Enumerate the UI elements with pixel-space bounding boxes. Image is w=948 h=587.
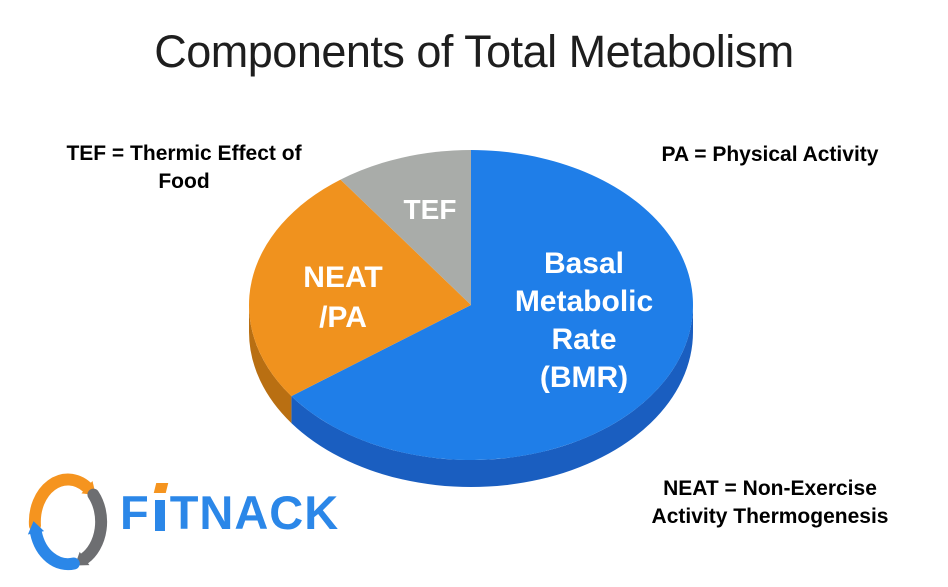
fitnack-logo: F TNACK [22, 462, 339, 578]
logo-i-stem [154, 499, 165, 531]
pie-slice-tef [340, 150, 471, 305]
pie-label-bmr: Basal Metabolic Rate (BMR) [514, 247, 654, 394]
logo-arrow-blue [30, 526, 80, 571]
pie-label-tef: TEF [403, 194, 457, 225]
logo-letter-f: F [120, 485, 150, 539]
fitnack-cycle-icon [27, 473, 108, 571]
pie-slice-bmr [291, 150, 693, 461]
logo-wordmark: F TNACK [120, 482, 339, 559]
pie-label-neat-pa: NEAT /PA [303, 261, 383, 334]
annotation-pa-definition: PA = Physical Activity [661, 143, 879, 166]
pie-slice-side-bmr [291, 305, 693, 488]
logo-arrow-orange [28, 473, 93, 532]
logo-arrowhead-blue [27, 521, 45, 535]
logo-letter-i [152, 482, 168, 531]
pie-slice-neat-pa [248, 179, 471, 397]
annotation-tef-definition: TEF = Thermic Effect of Food [66, 142, 302, 193]
logo-i-dot [153, 482, 168, 493]
chart-title: Components of Total Metabolism [154, 26, 794, 77]
pie-slice-side-neat-pa [249, 305, 292, 424]
annotation-neat-definition: NEAT = Non-Exercise Activity Thermogenes… [651, 477, 889, 528]
logo-arrow-gray [78, 488, 108, 565]
logo-letters-tnack: TNACK [169, 485, 340, 539]
